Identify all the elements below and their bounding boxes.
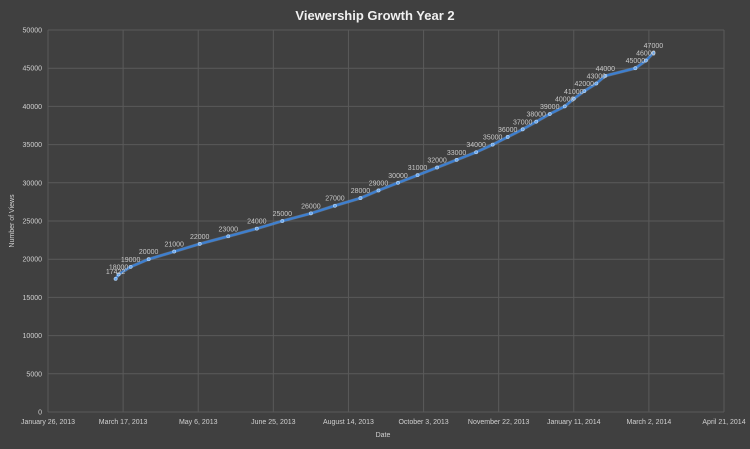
- data-label: 44000: [596, 66, 616, 73]
- data-point: [396, 180, 400, 185]
- data-label: 41000: [564, 89, 584, 96]
- data-label: 47000: [644, 43, 664, 50]
- data-point: [358, 196, 363, 200]
- x-tick-label: January 11, 2014: [547, 419, 601, 426]
- data-point: [490, 142, 495, 147]
- data-point: [454, 157, 459, 162]
- y-tick-label: 25000: [23, 219, 43, 226]
- data-label: 17422: [106, 269, 126, 276]
- data-point: [520, 127, 525, 132]
- data-label: 30000: [388, 173, 408, 180]
- data-markers: [113, 51, 656, 281]
- data-label: 31000: [408, 165, 428, 172]
- y-tick-label: 30000: [23, 180, 43, 187]
- data-label: 37000: [513, 119, 533, 126]
- data-label: 20000: [139, 249, 159, 256]
- data-label: 32000: [427, 158, 447, 165]
- data-point: [172, 249, 177, 254]
- data-point: [505, 135, 510, 139]
- data-point: [116, 272, 121, 277]
- data-label: 46000: [636, 51, 656, 58]
- y-tick-label: 0: [38, 410, 42, 417]
- data-label: 42000: [575, 81, 595, 88]
- data-point: [254, 226, 259, 231]
- x-axis-ticks: January 26, 2013 March 17, 2013 May 6, 201…: [21, 419, 746, 426]
- data-point: [474, 150, 479, 155]
- data-label: 25000: [273, 211, 293, 218]
- y-tick-label: 40000: [23, 104, 43, 111]
- data-label: 36000: [498, 127, 518, 134]
- data-label: 40000: [555, 96, 575, 103]
- data-point: [226, 234, 231, 239]
- y-tick-label: 45000: [23, 66, 43, 73]
- data-label: 43000: [587, 73, 607, 80]
- grid: [47, 29, 725, 413]
- data-label: 21000: [164, 242, 184, 249]
- data-point: [571, 96, 576, 101]
- x-tick-label: March 2, 2014: [627, 419, 672, 426]
- chart-title: Viewership Growth Year 2: [295, 8, 454, 23]
- data-label: 26000: [301, 203, 321, 210]
- series-views: [114, 51, 655, 280]
- y-tick-label: 20000: [23, 257, 43, 264]
- data-point: [197, 242, 202, 246]
- data-label: 18000: [109, 264, 129, 271]
- data-label: 19000: [121, 257, 141, 264]
- data-label: 28000: [351, 188, 371, 195]
- x-tick-label: January 26, 2013: [21, 419, 75, 426]
- data-point: [547, 112, 552, 116]
- data-point: [435, 165, 439, 170]
- data-point: [582, 89, 587, 94]
- data-point: [651, 51, 656, 55]
- data-point: [376, 188, 381, 193]
- x-tick-label: August 14, 2013: [323, 419, 374, 426]
- data-label: 33000: [447, 150, 467, 157]
- y-tick-label: 10000: [23, 333, 43, 340]
- data-label: 23000: [219, 226, 239, 233]
- data-point: [333, 203, 337, 208]
- data-label: 34000: [466, 142, 486, 149]
- x-tick-label: November 22, 2013: [468, 419, 530, 426]
- data-point: [128, 264, 133, 269]
- data-point: [594, 81, 599, 86]
- x-tick-label: April 21, 2014: [702, 419, 745, 426]
- y-axis-ticks: 0 5000 10000 15000 20000 25000 30000 35000 40000…: [23, 28, 43, 417]
- data-label: 38000: [526, 112, 546, 119]
- data-point: [534, 119, 539, 124]
- y-tick-label: 15000: [23, 295, 43, 302]
- y-tick-label: 5000: [26, 371, 42, 378]
- data-label: 24000: [247, 219, 267, 226]
- data-label: 35000: [483, 135, 503, 142]
- x-tick-label: March 17, 2013: [99, 419, 148, 426]
- data-point: [308, 211, 313, 216]
- data-label: 27000: [325, 196, 345, 203]
- data-point: [280, 219, 285, 223]
- data-point: [643, 58, 648, 63]
- x-tick-label: May 6, 2013: [179, 419, 218, 426]
- data-point: [146, 257, 151, 262]
- x-axis-label: Date: [376, 432, 391, 439]
- data-point: [633, 66, 638, 71]
- x-tick-label: October 3, 2013: [398, 419, 448, 426]
- data-label: 29000: [369, 180, 389, 187]
- data-point: [415, 173, 420, 178]
- data-label: 45000: [626, 58, 646, 65]
- x-tick-label: June 25, 2013: [251, 419, 295, 426]
- data-point: [113, 276, 118, 281]
- y-tick-label: 50000: [23, 28, 43, 35]
- series-line: [114, 52, 655, 280]
- y-tick-label: 35000: [23, 142, 43, 149]
- data-label: 39000: [540, 104, 560, 111]
- data-point: [562, 104, 567, 109]
- data-label: 22000: [190, 234, 210, 241]
- data-point: [603, 73, 608, 78]
- y-axis-label: Number of Views: [9, 194, 16, 248]
